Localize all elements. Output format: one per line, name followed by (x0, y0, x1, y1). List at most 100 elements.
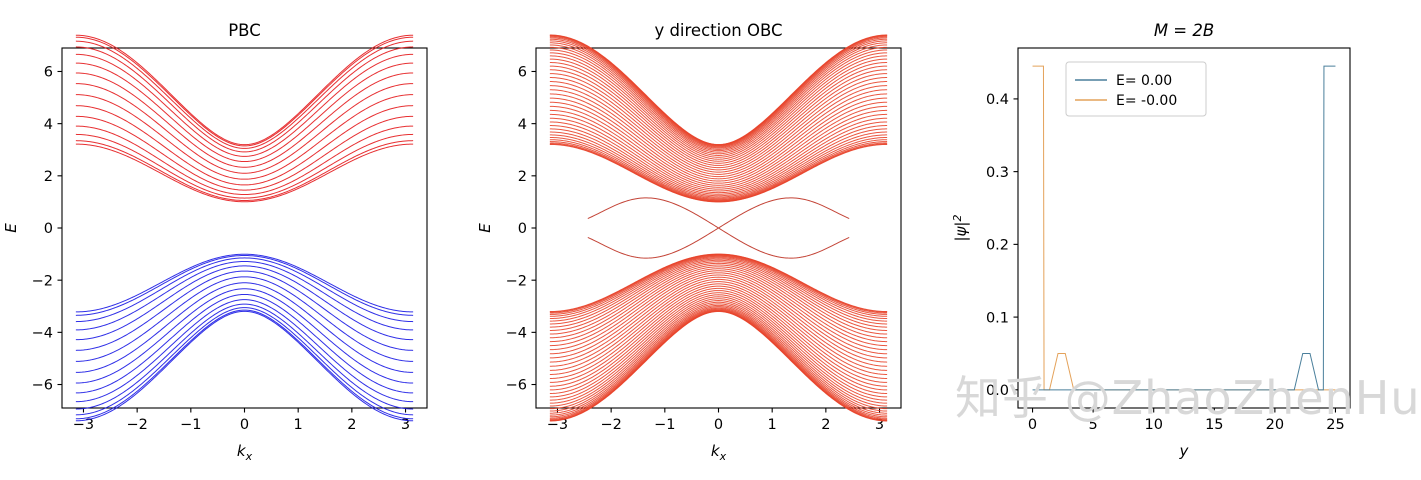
band-curve (549, 310, 888, 422)
band-curve (75, 310, 414, 422)
x-tick-label: 2 (821, 417, 830, 433)
band-curve (549, 113, 888, 190)
band-curve (549, 301, 888, 407)
x-tick-label: 1 (294, 417, 303, 433)
band-curve (549, 281, 888, 371)
band-curve (549, 58, 888, 160)
band-curve (549, 143, 888, 203)
y-tick-label: 4 (518, 117, 527, 133)
band-curve (549, 105, 888, 186)
band-curve (549, 264, 888, 339)
band-curve (75, 260, 414, 331)
band-curve (549, 40, 888, 149)
panel-pbc: −3 −2 −1 0 1 2 3 −6 −4 −2 0 2 4 6 PBC kx E (0, 0, 474, 480)
y-tick-label: 0.2 (986, 238, 1009, 254)
band-curve (549, 268, 888, 347)
x-tick-label: 2 (347, 417, 356, 433)
band-curve (75, 276, 414, 362)
panel-title: M = 2B (1154, 21, 1214, 40)
band-curve (549, 253, 888, 313)
band-curve (75, 62, 414, 163)
band-curve (75, 265, 414, 341)
band-curve (549, 42, 888, 150)
y-tick-label: 0.0 (986, 383, 1009, 399)
valence-band-group (75, 253, 414, 422)
svg-text:E: E (476, 223, 494, 233)
band-curve (549, 308, 888, 418)
band-curve (549, 142, 888, 202)
x-tick-label: 10 (1144, 417, 1162, 433)
band-curve (549, 306, 888, 414)
y-tick-label: 2 (44, 169, 53, 185)
band-curve (75, 46, 414, 153)
band-curve (549, 278, 888, 367)
band-curve (549, 73, 888, 169)
y-tick-label: 0 (44, 221, 53, 237)
band-curve (549, 141, 888, 202)
band-curve (549, 274, 888, 359)
x-tick-label: 5 (1089, 417, 1098, 433)
band-curve (549, 131, 888, 198)
band-curve (549, 44, 888, 152)
band-curve (549, 257, 888, 322)
svg-text:E: E (2, 223, 20, 233)
band-curve (549, 34, 888, 146)
band-curve (549, 294, 888, 394)
x-tick-label: −2 (126, 417, 147, 433)
y-tick-label: −2 (32, 273, 53, 289)
band-curve (549, 276, 888, 363)
band-curve (549, 259, 888, 328)
band-curve (549, 310, 888, 422)
band-curve (549, 287, 888, 383)
y-tick-label: −4 (506, 326, 527, 342)
band-curve (75, 94, 414, 180)
y-axis-label: E (476, 223, 494, 233)
svg-text:kx: kx (237, 442, 253, 463)
band-curve (75, 115, 414, 191)
y-tick-label: 4 (44, 117, 53, 133)
band-curve (549, 298, 888, 401)
band-curve (75, 125, 414, 196)
svg-text:y: y (1179, 442, 1190, 460)
y-tick-label: 6 (44, 65, 53, 81)
band-curve (549, 85, 888, 175)
band-curve (549, 81, 888, 173)
band-curve (549, 49, 888, 155)
band-curve (75, 257, 414, 323)
band-curve (549, 117, 888, 192)
band-curve (549, 285, 888, 379)
band-curve (549, 309, 888, 419)
x-tick-label: −1 (180, 417, 201, 433)
y-axis-label: E (2, 223, 20, 233)
band-curve (75, 83, 414, 174)
x-tick-label: 3 (401, 417, 410, 433)
band-curve (75, 140, 414, 202)
band-curve (549, 261, 888, 331)
band-curve (549, 255, 888, 317)
y-tick-label: 0.4 (986, 92, 1009, 108)
edge-state-group (587, 197, 850, 259)
y-tick-label: −2 (506, 273, 527, 289)
x-tick-label: 15 (1205, 417, 1223, 433)
band-curve (549, 46, 888, 153)
band-curve (549, 262, 888, 335)
band-curve (549, 136, 888, 200)
x-tick-label: −1 (654, 417, 675, 433)
wavefunction-curve-blue (1032, 65, 1336, 391)
band-curve (549, 266, 888, 343)
band-curve (549, 304, 888, 412)
valence-band-group (549, 253, 888, 422)
y-tick-label: 6 (518, 65, 527, 81)
conduction-band-group (549, 34, 888, 203)
svg-text:|ψ|2: |ψ|2 (951, 214, 970, 241)
legend: E= 0.00 E= -0.00 (1065, 61, 1207, 117)
x-tick-label: 25 (1326, 417, 1344, 433)
y-tick-label: 2 (518, 169, 527, 185)
band-curve (75, 299, 414, 403)
band-curve (549, 254, 888, 314)
band-curve (75, 282, 414, 373)
band-curve (75, 288, 414, 384)
legend-box (1065, 61, 1207, 117)
band-curve (549, 292, 888, 391)
